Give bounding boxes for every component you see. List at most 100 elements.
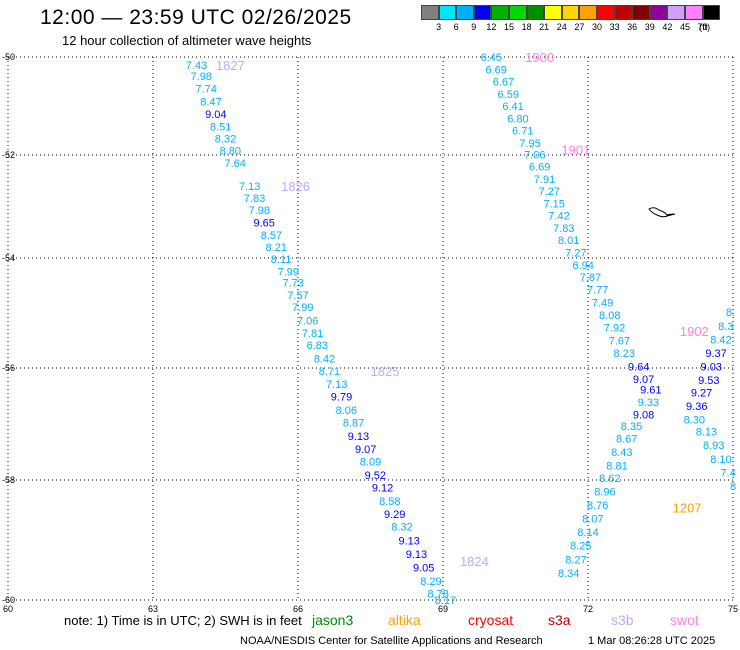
wave-height-value: 7.06 — [524, 150, 545, 162]
wave-height-value: 6.83 — [307, 340, 328, 352]
wave-height-value: 7.99 — [292, 302, 313, 314]
map-subtitle: 12 hour collection of altimeter wave hei… — [62, 33, 312, 48]
legend-swatch — [702, 5, 721, 20]
legend-swatch — [649, 5, 668, 20]
wave-height-value: 9.08 — [633, 409, 654, 421]
legend-swatch — [508, 5, 527, 20]
wave-height-value: 9.04 — [205, 109, 226, 121]
wave-height-value: 6.41 — [502, 101, 523, 113]
wave-height-value: 7.13 — [326, 379, 347, 391]
pass-id-label: 1902 — [680, 324, 709, 339]
satellite-name-swot: swot — [670, 612, 699, 628]
latitude-label: -52 — [2, 150, 15, 160]
latitude-label: -54 — [2, 253, 15, 263]
latitude-label: -50 — [2, 52, 15, 62]
wave-height-value: 8.67 — [616, 434, 637, 446]
wave-height-value: 8.21 — [266, 242, 287, 254]
wave-height-value: 7.4 — [721, 467, 736, 479]
wave-height-value: 8.01 — [558, 235, 579, 247]
wave-height-value: 7.49 — [592, 297, 613, 309]
longitude-label: 69 — [438, 604, 448, 614]
wave-height-value: 9.36 — [686, 401, 707, 413]
wave-height-value: 8.58 — [379, 496, 400, 508]
wave-height-value: 9.52 — [365, 470, 386, 482]
wave-height-value: 8.57 — [261, 230, 282, 242]
wave-height-value: 8.06 — [336, 405, 357, 417]
wave-height-value: 7.57 — [287, 290, 308, 302]
wave-height-value: 7.98 — [191, 71, 212, 83]
wave-height-value: 9.12 — [372, 483, 393, 495]
pass-id-label: 1901 — [561, 142, 590, 157]
wave-height-value: 6.59 — [498, 89, 519, 101]
wave-height-value: 7.81 — [302, 328, 323, 340]
wave-height-value: 9.07 — [633, 374, 654, 386]
wave-height-value: 8.78 — [427, 588, 448, 600]
wave-height-value: 7.73 — [282, 277, 303, 289]
wave-height-value: 7.06 — [297, 315, 318, 327]
wave-height-value: 9.29 — [384, 509, 405, 521]
wave-height-value: 7.77 — [587, 284, 608, 296]
wave-height-value: 9.27 — [691, 388, 712, 400]
pass-id-label: 1826 — [281, 179, 310, 194]
legend-swatch — [684, 5, 703, 20]
legend-swatch — [561, 5, 580, 20]
wave-height-value: 7.99 — [278, 266, 299, 278]
wave-height-value: 9.13 — [398, 535, 419, 547]
wave-height-value: 8.32 — [391, 522, 412, 534]
wave-height-value: 7.83 — [553, 223, 574, 235]
wave-height-value: 7.92 — [604, 322, 625, 334]
wave-height-value: 9.61 — [640, 384, 661, 396]
legend-swatch — [544, 5, 562, 20]
wave-height-value: 8.42 — [710, 334, 731, 346]
wave-height-value: 8.23 — [614, 348, 635, 360]
wave-height-value: 8 — [730, 481, 736, 493]
wave-height-value: 7.95 — [519, 138, 540, 150]
wave-height-value: 7.43 — [186, 60, 207, 72]
wave-height-value: 8.32 — [215, 133, 236, 145]
pass-id-label: 1827 — [216, 58, 245, 73]
wave-height-value: 6.71 — [512, 125, 533, 137]
wave-height-value: 8.35 — [621, 421, 642, 433]
wave-height-value: 8.34 — [558, 568, 579, 580]
longitude-label: 75 — [728, 604, 738, 614]
wave-height-value: 7.27 — [539, 186, 560, 198]
wave-height-value: 9.13 — [348, 431, 369, 443]
legend-swatch — [632, 5, 650, 20]
wave-height-value: 9.79 — [331, 391, 352, 403]
wave-height-value: 8.80 — [220, 145, 241, 157]
legend-tick-label: 9 — [471, 22, 477, 32]
longitude-label: 72 — [583, 604, 593, 614]
satellite-name-s3b: s3b — [611, 612, 634, 628]
wave-height-value: 8.25 — [570, 541, 591, 553]
wave-height-value: 8.10 — [710, 454, 731, 466]
legend-swatch — [491, 5, 509, 20]
wave-height-value: 8.87 — [343, 417, 364, 429]
legend-swatch — [614, 5, 633, 20]
wave-height-value: 7.27 — [565, 247, 586, 259]
legend-swatch — [473, 5, 492, 20]
wave-height-value: 7.67 — [609, 335, 630, 347]
wave-height-value: 6.69 — [529, 162, 550, 174]
pass-id-label: 1207 — [673, 501, 702, 516]
wave-height-value: 8.09 — [360, 457, 381, 469]
wave-height-value: 9.64 — [628, 362, 649, 374]
longitude-label: 66 — [293, 604, 303, 614]
wave-height-value: 6.67 — [493, 76, 514, 88]
legend-tick-label: 21 — [539, 22, 550, 32]
legend-unit-label: (ft) — [699, 22, 711, 32]
legend-swatch — [456, 5, 474, 20]
satellite-name-s3a: s3a — [548, 612, 571, 628]
wave-height-value: 8. — [726, 307, 735, 319]
pass-id-label: 1825 — [371, 364, 400, 379]
legend-tick-label: 45 — [679, 22, 691, 32]
wave-height-value: 8.07 — [582, 514, 603, 526]
wave-height-value: 7.83 — [244, 193, 265, 205]
wave-height-value: 8.13 — [696, 427, 717, 439]
wave-height-value: 7.74 — [195, 83, 216, 95]
satellite-name-cryosat: cryosat — [468, 612, 514, 628]
legend-tick-label: 18 — [521, 22, 532, 32]
pass-id-label: 1824 — [460, 554, 489, 569]
legend-swatch — [596, 5, 615, 20]
wave-height-value: 7.98 — [249, 205, 270, 217]
